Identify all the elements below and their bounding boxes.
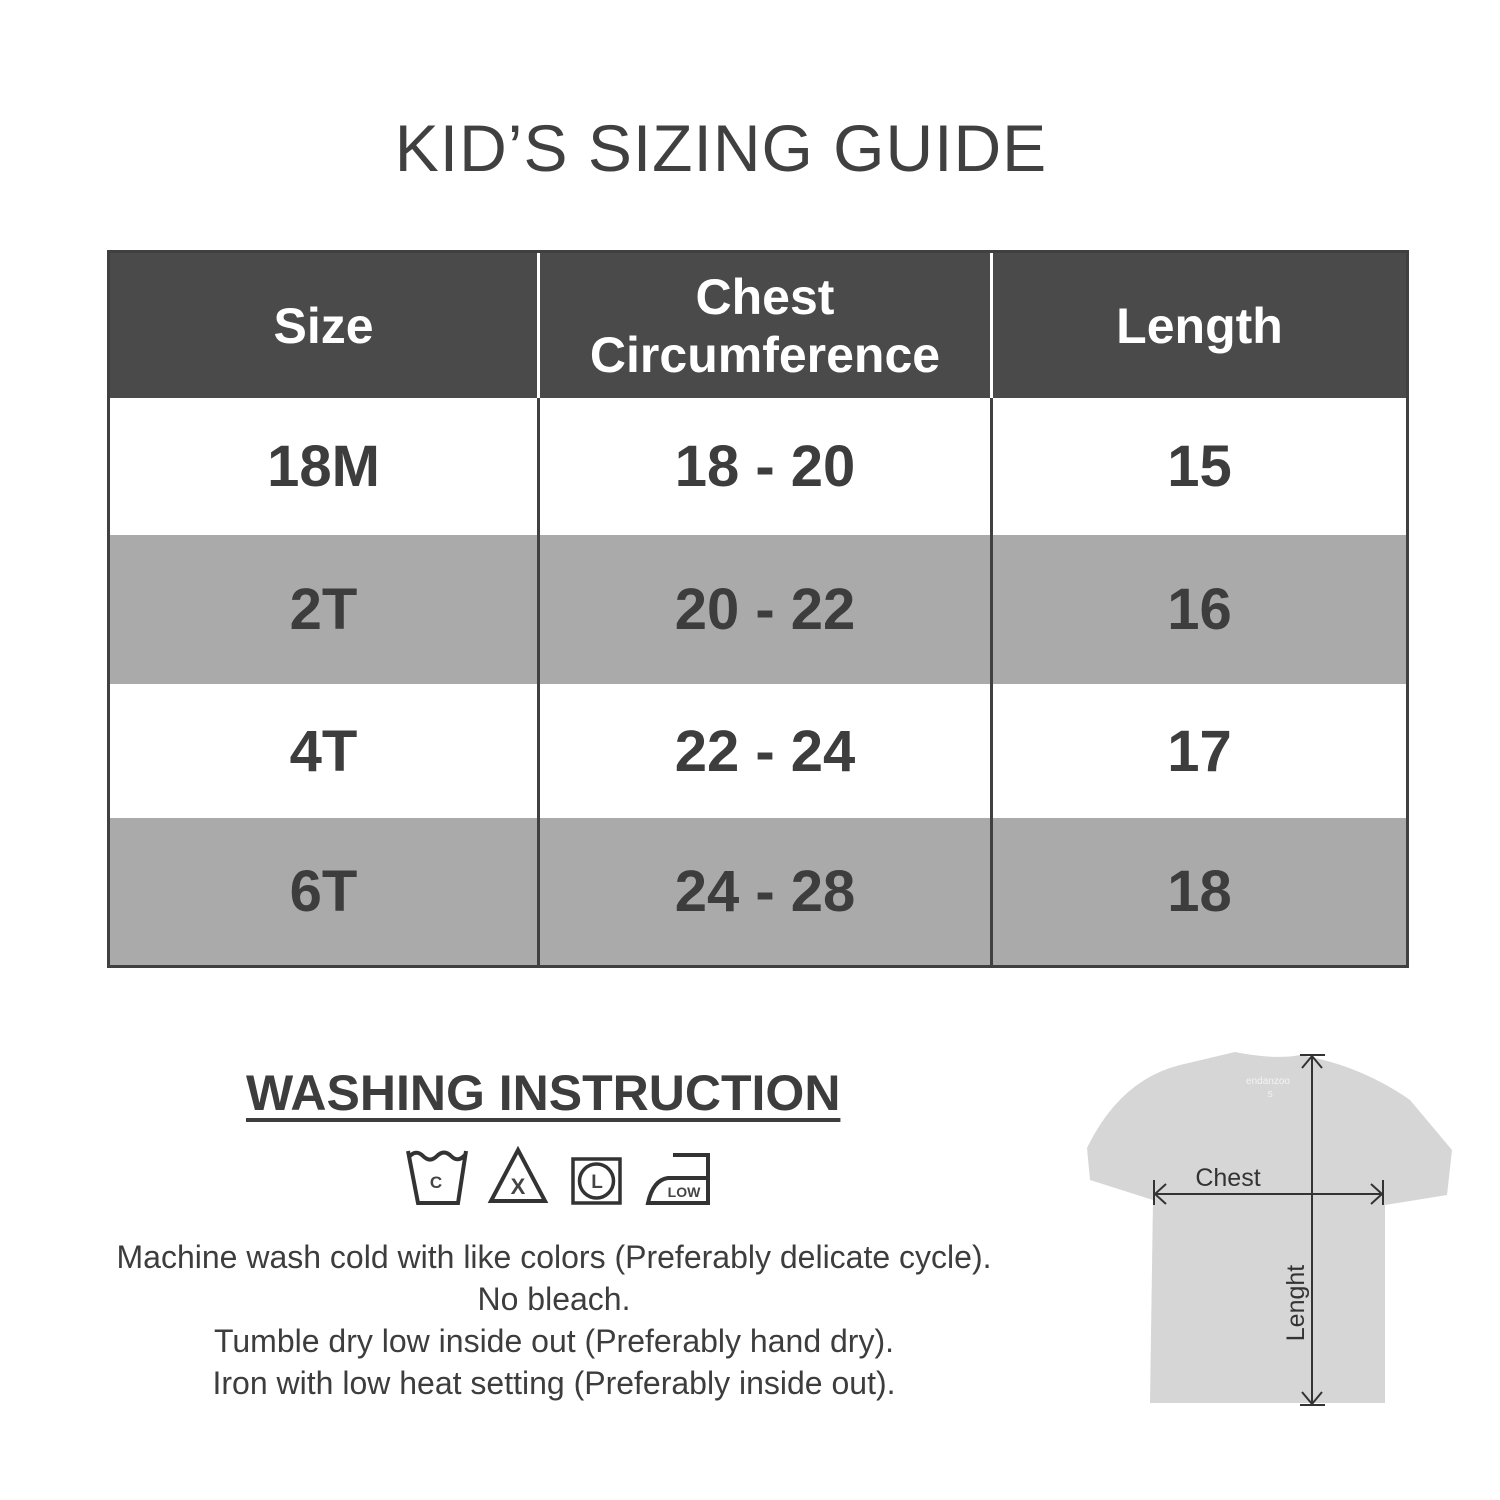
bleach-label: X (511, 1174, 526, 1199)
washing-title: WASHING INSTRUCTION (246, 1065, 841, 1121)
table-row: 18M 18 - 20 15 (110, 398, 1406, 535)
measure-arrows (1153, 1054, 1384, 1406)
table-header: Size Chest Circumference Length (110, 253, 1406, 398)
washing-instructions: Machine wash cold with like colors (Pref… (0, 1236, 1108, 1404)
size-table: Size Chest Circumference Length 18M 18 -… (107, 250, 1409, 968)
page-title: KID’S SIZING GUIDE (394, 111, 1048, 185)
tshirt-shape (1087, 1052, 1452, 1403)
cell-length: 16 (1167, 577, 1232, 642)
header-size: Size (110, 253, 540, 398)
instruction-line: Tumble dry low inside out (Preferably ha… (214, 1323, 894, 1359)
cell-size: 6T (110, 818, 540, 965)
table-row: 4T 22 - 24 17 (110, 684, 1406, 818)
tag-size: S (1267, 1090, 1272, 1099)
care-icons: C X L LOW (406, 1145, 710, 1205)
header-chest-text: Chest Circumference (589, 268, 941, 383)
chest-label: Chest (1195, 1164, 1260, 1192)
cell-size: 18M (110, 398, 540, 535)
iron-low-icon: LOW (645, 1153, 710, 1205)
instruction-line: Machine wash cold with like colors (Pref… (116, 1239, 992, 1275)
brand-label: endanzoo (1246, 1076, 1290, 1087)
table-row: 2T 20 - 22 16 (110, 535, 1406, 684)
header-length: Length (1116, 297, 1283, 354)
header-chest: Chest Circumference (540, 253, 993, 398)
table-row: 6T 24 - 28 18 (110, 818, 1406, 965)
length-label: Lenght (1282, 1265, 1310, 1342)
cell-chest: 20 - 22 (540, 535, 993, 684)
cell-length: 18 (1167, 859, 1232, 924)
wash-label: C (430, 1173, 442, 1192)
cell-length: 15 (1167, 434, 1232, 499)
dry-label: L (591, 1172, 603, 1193)
cell-size: 4T (110, 684, 540, 818)
no-bleach-icon: X (487, 1145, 549, 1203)
cell-length: 17 (1167, 718, 1232, 784)
tshirt-diagram: endanzoo S Chest Lenght (1087, 1052, 1452, 1406)
instruction-line: No bleach. (477, 1281, 631, 1317)
instruction-line: Iron with low heat setting (Preferably i… (212, 1365, 896, 1401)
wash-cold-icon: C (406, 1150, 468, 1205)
cell-chest: 22 - 24 (540, 684, 993, 818)
tumble-dry-low-icon: L (571, 1157, 622, 1205)
cell-chest: 18 - 20 (540, 398, 993, 535)
iron-label: LOW (668, 1184, 701, 1200)
cell-chest: 24 - 28 (540, 818, 993, 965)
cell-size: 2T (110, 535, 540, 684)
